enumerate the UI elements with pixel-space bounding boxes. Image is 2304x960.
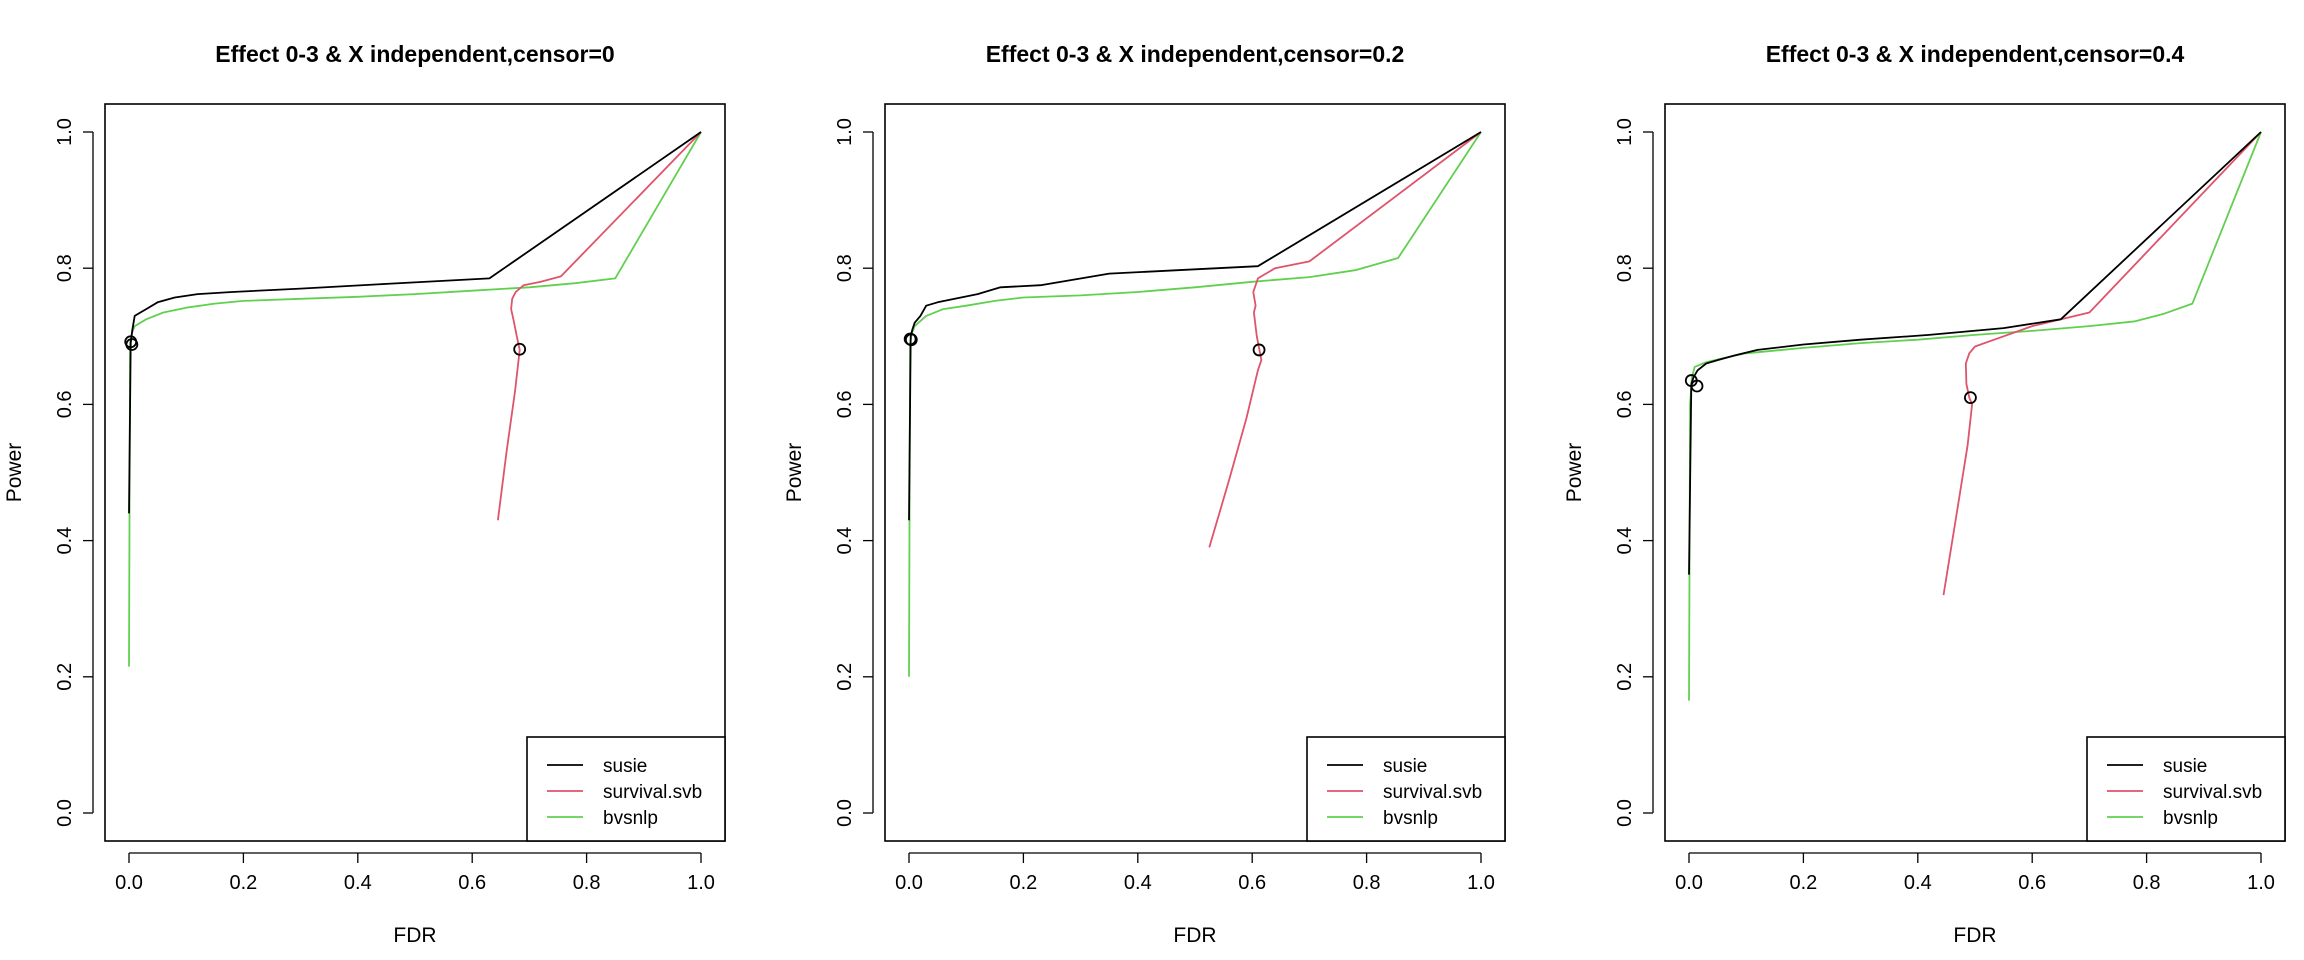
chart-title: Effect 0-3 & X independent,censor=0.2 <box>986 41 1405 67</box>
x-tick-label: 0.6 <box>2018 872 2046 894</box>
legend-label: survival.svb <box>1383 782 1482 803</box>
legend-label: survival.svb <box>2163 782 2262 803</box>
y-tick-label: 0.8 <box>1614 254 1636 282</box>
point-marker <box>125 338 139 351</box>
series-line-survival-svb <box>497 131 702 521</box>
legend-box <box>1306 736 1506 842</box>
y-tick-label: 0.2 <box>54 663 76 691</box>
series-line-bvsnlp <box>128 131 702 667</box>
x-axis: 0.0 0.2 0.4 0.6 0.8 1.0 <box>895 852 1495 894</box>
x-axis-label: FDR <box>393 924 436 947</box>
series-line-susie <box>908 131 1482 521</box>
x-tick-label: 0.0 <box>895 872 923 894</box>
point-marker <box>1690 379 1704 393</box>
x-tick-label: 0.8 <box>573 872 601 894</box>
plot-frame <box>1664 103 2286 842</box>
series-line-bvsnlp <box>908 131 1482 677</box>
x-tick-label: 0.2 <box>1009 872 1037 894</box>
y-tick-label: 0.0 <box>1614 799 1636 827</box>
y-tick-label: 0.0 <box>54 799 76 827</box>
plot-frame <box>884 103 1506 842</box>
y-tick-label: 1.0 <box>54 118 76 146</box>
y-tick-label: 0.2 <box>834 663 856 691</box>
legend-box <box>2086 736 2286 842</box>
x-tick-label: 0.4 <box>1904 872 1932 894</box>
x-axis-label: FDR <box>1173 924 1216 947</box>
y-axis: 0.0 0.2 0.4 0.6 0.8 1.0 <box>834 118 874 827</box>
legend-box <box>526 736 726 842</box>
y-axis-label: Power <box>1563 443 1586 503</box>
y-tick-label: 0.0 <box>834 799 856 827</box>
y-tick-label: 1.0 <box>834 118 856 146</box>
series-line-susie <box>128 131 702 514</box>
legend-label: susie <box>603 756 647 777</box>
legend: susie survival.svb bvsnlp <box>526 736 726 842</box>
point-marker <box>1252 343 1266 357</box>
series-line-survival-svb <box>1208 131 1482 548</box>
series-line-susie <box>1688 131 2262 575</box>
x-tick-label: 0.8 <box>1353 872 1381 894</box>
y-tick-label: 0.4 <box>834 527 856 555</box>
legend-label: bvsnlp <box>603 808 658 829</box>
y-tick-label: 0.4 <box>1614 527 1636 555</box>
legend: susie survival.svb bvsnlp <box>1306 736 1506 842</box>
y-tick-label: 0.6 <box>1614 390 1636 418</box>
x-tick-label: 0.4 <box>1124 872 1152 894</box>
x-tick-label: 1.0 <box>2247 872 2275 894</box>
plot-frame <box>104 103 726 842</box>
legend: susie survival.svb bvsnlp <box>2086 736 2286 842</box>
point-marker <box>513 342 527 356</box>
chart-panel-3: Effect 0-3 & X independent,censor=0.4 0.0… <box>1563 41 2286 947</box>
x-tick-label: 1.0 <box>687 872 715 894</box>
x-axis-label: FDR <box>1953 924 1996 947</box>
x-axis: 0.0 0.2 0.4 0.6 0.8 1.0 <box>115 852 715 894</box>
point-marker <box>904 333 918 347</box>
legend-label: susie <box>1383 756 1427 777</box>
y-tick-label: 0.8 <box>54 254 76 282</box>
series-line-bvsnlp <box>1688 131 2262 701</box>
chart-panel-2: Effect 0-3 & X independent,censor=0.2 0.0… <box>783 41 1506 947</box>
y-tick-label: 1.0 <box>1614 118 1636 146</box>
x-tick-label: 1.0 <box>1467 872 1495 894</box>
x-tick-label: 0.6 <box>458 872 486 894</box>
y-tick-label: 0.6 <box>834 390 856 418</box>
legend-label: survival.svb <box>603 782 702 803</box>
x-tick-label: 0.0 <box>1675 872 1703 894</box>
legend-label: bvsnlp <box>1383 808 1438 829</box>
point-marker <box>1964 391 1977 404</box>
x-tick-label: 0.0 <box>115 872 143 894</box>
x-tick-label: 0.4 <box>344 872 372 894</box>
legend-label: bvsnlp <box>2163 808 2218 829</box>
x-tick-label: 0.6 <box>1238 872 1266 894</box>
y-tick-label: 0.8 <box>834 254 856 282</box>
chart-title: Effect 0-3 & X independent,censor=0.4 <box>1766 41 2185 67</box>
series-lines <box>128 131 702 667</box>
x-tick-label: 0.2 <box>229 872 257 894</box>
y-axis: 0.0 0.2 0.4 0.6 0.8 1.0 <box>54 118 94 827</box>
chart-title: Effect 0-3 & X independent,censor=0 <box>215 41 614 67</box>
y-tick-label: 0.4 <box>54 527 76 555</box>
y-tick-label: 0.2 <box>1614 663 1636 691</box>
series-lines <box>908 131 1482 677</box>
y-axis-label: Power <box>783 443 806 503</box>
chart-panel-1: Effect 0-3 & X independent,censor=00.0 0.… <box>3 41 726 947</box>
series-line-survival-svb <box>1942 131 2262 596</box>
x-tick-label: 0.8 <box>2133 872 2161 894</box>
x-tick-label: 0.2 <box>1789 872 1817 894</box>
legend-label: susie <box>2163 756 2207 777</box>
y-axis-label: Power <box>3 443 26 503</box>
y-axis: 0.0 0.2 0.4 0.6 0.8 1.0 <box>1614 118 1654 827</box>
series-lines <box>1688 131 2262 701</box>
y-tick-label: 0.6 <box>54 390 76 418</box>
x-axis: 0.0 0.2 0.4 0.6 0.8 1.0 <box>1675 852 2275 894</box>
